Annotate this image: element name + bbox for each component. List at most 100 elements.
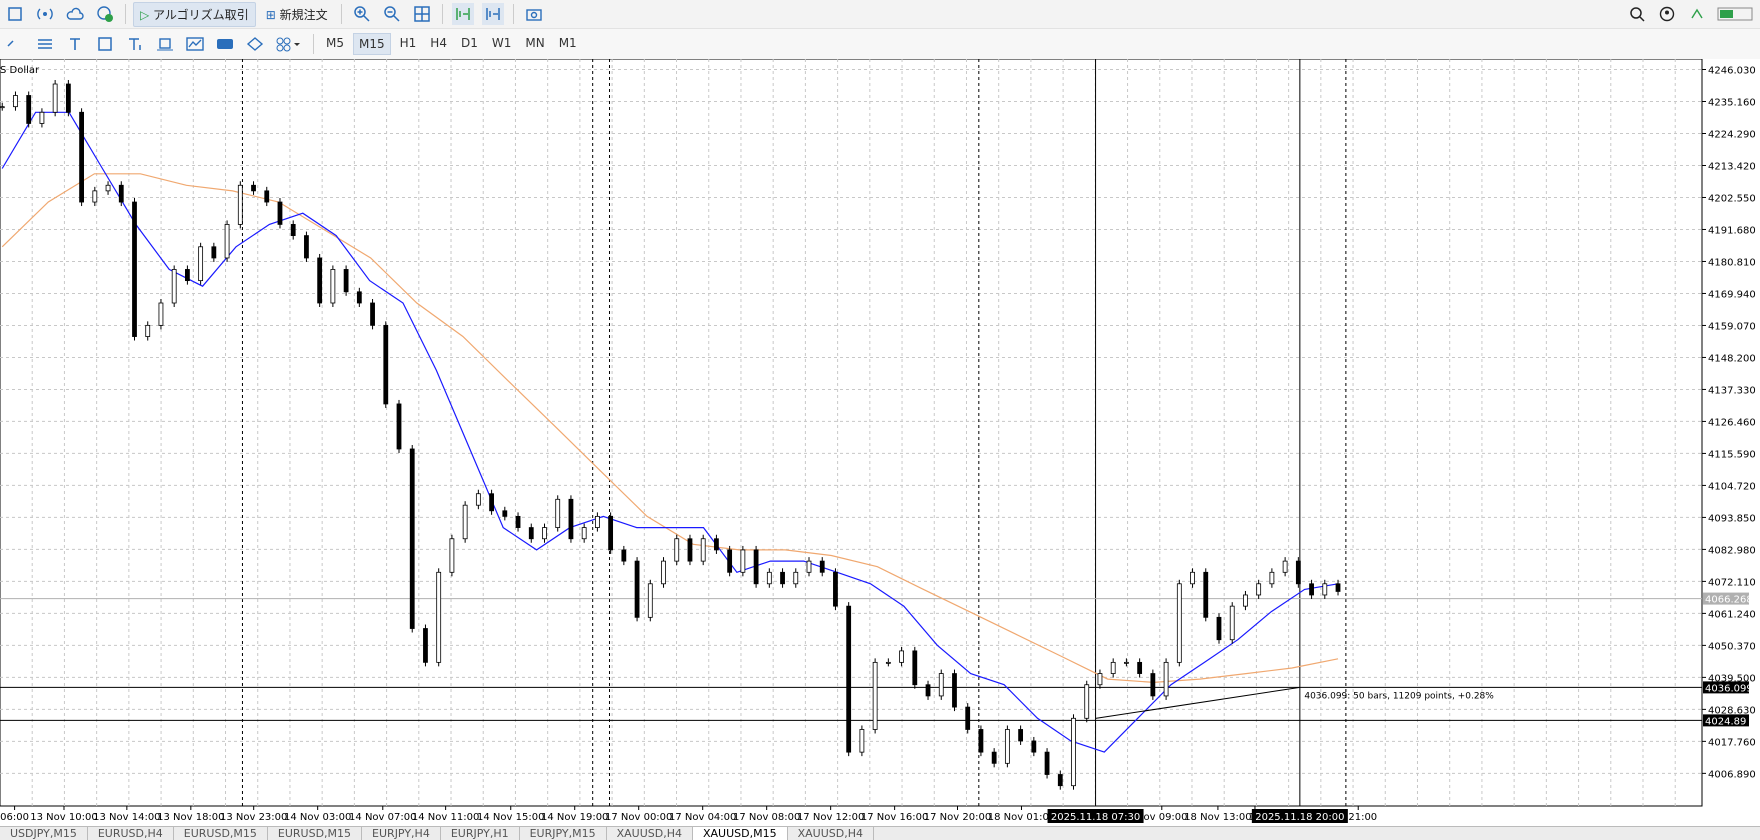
timeframe-button[interactable]: D1	[460, 36, 478, 50]
candle-body	[118, 184, 124, 203]
plus-icon: ⊞	[265, 7, 280, 22]
ma-slow-line	[1, 173, 1339, 684]
candle-body	[753, 549, 759, 585]
timeframe-button[interactable]: W1	[491, 36, 512, 50]
autoscroll[interactable]	[451, 3, 474, 25]
timeframe-button[interactable]: M5	[326, 36, 344, 50]
candle-body	[872, 661, 878, 730]
symbol-label: S Dollar	[0, 65, 40, 76]
candle-body	[1018, 729, 1024, 742]
zoom-out[interactable]	[381, 3, 403, 25]
algo-trading-button[interactable]: ▷ アルゴリズム取引	[133, 1, 256, 27]
separator	[313, 34, 314, 54]
timeframe-button[interactable]: M1	[558, 36, 577, 50]
candle-body	[1057, 774, 1063, 787]
chart-tab[interactable]: EURJPY,M15	[520, 827, 607, 840]
candle-body	[502, 510, 508, 517]
x-tick-label: 13 Nov 10:00	[30, 812, 97, 823]
tool[interactable]	[124, 33, 146, 55]
y-tick-label: 4180.810	[1708, 257, 1756, 268]
candle-body	[290, 224, 296, 236]
candle-body	[1031, 740, 1037, 753]
timeframe-button[interactable]: H1	[399, 36, 417, 50]
tile[interactable]	[411, 3, 433, 25]
candle-body	[621, 549, 627, 562]
current-price-box	[1703, 592, 1749, 605]
chart-tab[interactable]: XAUUSD,H4	[788, 827, 874, 840]
tool[interactable]	[214, 33, 236, 55]
candle-body	[1084, 684, 1090, 719]
tool[interactable]	[154, 33, 176, 55]
candle-body	[780, 571, 785, 585]
tool[interactable]	[244, 33, 266, 55]
icon-button[interactable]	[64, 3, 86, 25]
tool[interactable]	[64, 33, 86, 55]
account[interactable]	[1656, 3, 1678, 25]
candle-body	[581, 527, 587, 540]
candle-body	[158, 302, 164, 326]
x-tick-label: 17 Nov 04:00	[669, 812, 736, 823]
y-tick-label: 4148.200	[1708, 353, 1756, 364]
y-tick-label: 4072.110	[1708, 577, 1756, 588]
candle-body	[978, 729, 984, 753]
screenshot[interactable]	[523, 3, 545, 25]
candle-body	[819, 560, 825, 573]
candle-body	[833, 571, 838, 607]
icon-button[interactable]	[4, 3, 26, 25]
new-order-button[interactable]: ⊞ 新規注文	[260, 3, 334, 26]
chart-shift[interactable]	[481, 3, 504, 25]
timeframe-button[interactable]: H4	[430, 36, 447, 50]
chart-tab[interactable]: EURUSD,M15	[174, 827, 268, 840]
tool[interactable]	[274, 33, 304, 55]
candle-body	[687, 538, 693, 562]
timeframe-button[interactable]: M15	[353, 33, 391, 55]
search[interactable]	[1626, 3, 1648, 25]
x-tick-label: 17 Nov 00:00	[605, 812, 672, 823]
level-label: 4036.099	[1705, 683, 1753, 694]
candle-body	[264, 190, 270, 203]
candle-body	[1295, 560, 1301, 585]
y-tick-label: 4213.420	[1708, 161, 1756, 172]
y-tick-label: 4039.500	[1708, 673, 1756, 684]
candle-body	[145, 324, 151, 337]
candle-body	[1229, 605, 1235, 641]
candle-body	[700, 538, 706, 562]
chart-tab[interactable]: USDJPY,M15	[0, 827, 88, 840]
x-tick-label: 17 Nov 08:00	[733, 812, 800, 823]
tool[interactable]	[34, 33, 56, 55]
separator	[125, 4, 126, 24]
chart-tab[interactable]: XAUUSD,M15	[692, 827, 788, 840]
candle-body	[92, 190, 98, 203]
play-icon: ▷	[140, 7, 154, 22]
x-tick-label: 14 Nov 07:00	[349, 812, 416, 823]
tool[interactable]	[94, 33, 116, 55]
candle-body	[39, 111, 45, 124]
icon-button[interactable]	[34, 3, 56, 25]
chart-tab[interactable]: XAUUSD,H4	[607, 827, 693, 840]
separator	[340, 4, 342, 24]
y-tick-label: 4137.330	[1708, 385, 1756, 396]
icon-button[interactable]	[94, 3, 116, 25]
candle-body	[766, 571, 772, 585]
tool[interactable]	[4, 33, 26, 55]
timeframe-button[interactable]: MN	[525, 36, 545, 50]
chart-tab[interactable]: EURJPY,H4	[362, 827, 441, 840]
tool[interactable]	[184, 33, 206, 55]
level-box	[1703, 714, 1749, 727]
algo-trading-label: アルゴリズム取引	[153, 7, 249, 22]
candle-body	[237, 184, 243, 225]
cursor-time-label: 2025.11.18 20:00	[1255, 812, 1344, 823]
candle-body	[462, 504, 468, 540]
candle-body	[938, 673, 944, 697]
chart-tab[interactable]: EURUSD,H4	[88, 827, 174, 840]
x-tick-label: 17 Nov 12:00	[797, 812, 864, 823]
signal[interactable]	[1686, 3, 1708, 25]
chart-tab[interactable]: EURUSD,M15	[268, 827, 363, 840]
x-tick-label: 14 Nov 11:00	[412, 812, 479, 823]
candle-body	[0, 106, 5, 109]
candle-body	[1322, 583, 1328, 596]
chart-tab[interactable]: EURJPY,H1	[441, 827, 520, 840]
timeframes: M5 M15 H1 H4 D1 W1 MN M1	[319, 33, 584, 55]
zoom-in[interactable]	[351, 3, 373, 25]
